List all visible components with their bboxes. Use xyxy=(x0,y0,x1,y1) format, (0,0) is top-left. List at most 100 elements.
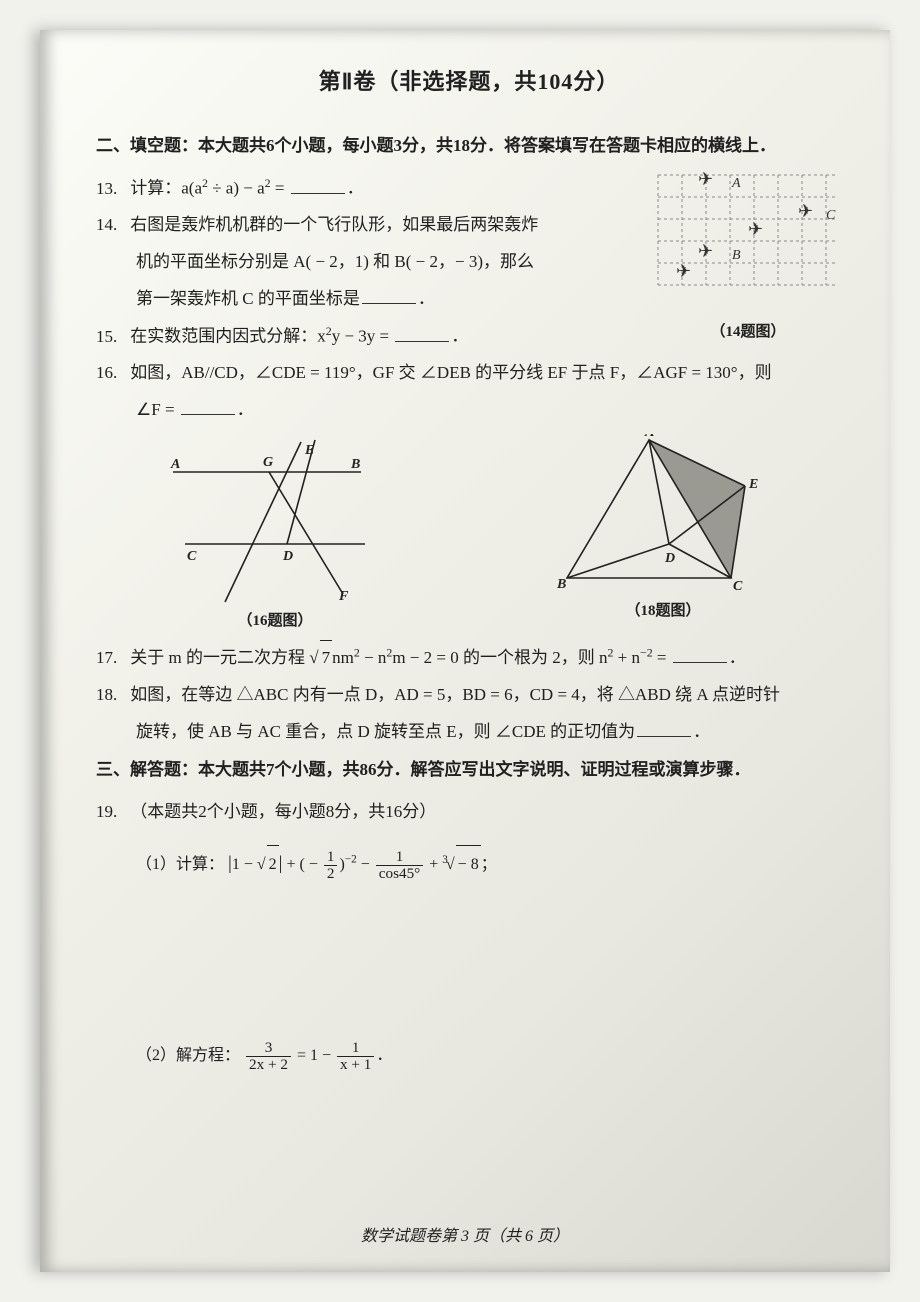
q18-l1: 如图，在等边 △ABC 内有一点 D，AD = 5，BD = 6，CD = 4，… xyxy=(130,685,780,704)
q19-intro: （本题共2个小题，每小题8分，共16分） xyxy=(130,802,436,821)
section3-heading: 三、解答题：本大题共7个小题，共86分．解答应写出文字说明、证明过程或演算步骤． xyxy=(96,756,842,785)
q19-num: 19. xyxy=(96,795,126,830)
q17-b: − n xyxy=(360,648,387,667)
svg-text:G: G xyxy=(263,455,273,470)
q16-blank xyxy=(181,398,235,415)
p2d1: 2x + 2 xyxy=(246,1057,291,1073)
q17-num: 17. xyxy=(96,641,126,676)
p2n1: 3 xyxy=(246,1040,291,1057)
q16-l2b: ． xyxy=(237,400,254,419)
svg-text:B: B xyxy=(350,457,360,472)
q15-num: 15. xyxy=(96,320,126,355)
q15-c: ． xyxy=(451,327,468,346)
exam-page: 第Ⅱ卷（非选择题，共104分） 二、填空题：本大题共6个小题，每小题3分，共18… xyxy=(40,30,890,1272)
svg-text:E: E xyxy=(304,443,314,458)
q14-blank xyxy=(362,287,416,304)
frac-half: 12 xyxy=(324,849,338,882)
section2-heading: 二、填空题：本大题共6个小题，每小题3分，共18分．将答案填写在答题卡相应的横线… xyxy=(96,132,842,161)
fn: 1 xyxy=(324,849,338,866)
p2n2: 1 xyxy=(337,1040,374,1057)
q16-svg: A G B C D E F xyxy=(165,434,385,604)
q17-a2: nm xyxy=(332,648,354,667)
svg-text:A: A xyxy=(170,457,180,472)
q18-l2a: 旋转，使 AB 与 AC 重合，点 D 旋转至点 E，则 ∠CDE 的正切值为 xyxy=(136,722,635,741)
fd: 2 xyxy=(324,866,338,882)
sqrt-icon: √ xyxy=(309,641,318,676)
svg-text:C: C xyxy=(187,549,197,564)
q13-d: ． xyxy=(347,179,364,198)
q18-l2: 旋转，使 AB 与 AC 重合，点 D 旋转至点 E，则 ∠CDE 的正切值为 ． xyxy=(96,715,842,750)
q18-svg: ABC DE xyxy=(553,434,773,594)
q17-d: + n xyxy=(613,648,640,667)
q14-l3: 第一架轰炸机 C 的平面坐标是 ． xyxy=(96,282,842,317)
svg-text:D: D xyxy=(282,549,293,564)
sqrt-icon: √ xyxy=(257,846,266,884)
q13-a: 计算：a(a xyxy=(130,179,202,198)
q15-a: 在实数范围内因式分解：x xyxy=(130,327,326,346)
q19-p2: （2）解方程： 32x + 2 = 1 − 1x + 1． xyxy=(96,1037,842,1075)
frac-p2b: 1x + 1 xyxy=(337,1040,374,1073)
q17-f: ． xyxy=(729,648,746,667)
q18-l2b: ． xyxy=(693,722,710,741)
p1-plus1: + ( − xyxy=(283,856,322,873)
q16-l2a: ∠F = xyxy=(136,400,179,419)
q13-num: 13. xyxy=(96,172,126,207)
frac-cos: 1cos45° xyxy=(376,849,424,882)
q18-caption: （18题图） xyxy=(553,599,773,620)
q17-s4: −2 xyxy=(640,645,653,659)
q17: 17. 关于 m 的一元二次方程 √7nm2 − n2m − 2 = 0 的一个… xyxy=(96,640,842,676)
q18-figure: ABC DE （18题图） xyxy=(553,434,773,630)
q16-l1: 如图，AB//CD，∠CDE = 119°，GF 交 ∠DEB 的平分线 EF … xyxy=(130,363,771,382)
q19-p1: （1）计算： |1 − √2| + ( − 12)−2 − 1cos45° + … xyxy=(96,841,842,887)
q18-blank xyxy=(637,720,691,737)
fig-row: A G B C D E F （16题图） A xyxy=(96,434,842,630)
q14-l1: 右图是轰炸机机群的一个飞行队形，如果最后两架轰炸 xyxy=(130,215,538,234)
fn2: 1 xyxy=(376,849,424,866)
page-footer: 数学试题卷第 3 页（共 6 页） xyxy=(40,1222,890,1246)
q17-a: 关于 m 的一元二次方程 xyxy=(130,648,309,667)
p1-semi: ； xyxy=(481,856,497,873)
q17-sqrt: 7 xyxy=(320,640,333,676)
svg-text:C: C xyxy=(733,579,743,594)
q19-p1-label: （1）计算： xyxy=(136,856,224,873)
frac-p2a: 32x + 2 xyxy=(246,1040,291,1073)
q19: 19. （本题共2个小题，每小题8分，共16分） xyxy=(96,795,842,830)
q15-blank xyxy=(395,325,449,342)
p2-eq: = 1 − xyxy=(293,1047,335,1064)
svg-text:D: D xyxy=(664,551,675,566)
q13-blank xyxy=(291,177,345,194)
q14-l3a: 第一架轰炸机 C 的平面坐标是 xyxy=(136,289,360,308)
cbrt-icon: √ xyxy=(446,846,455,884)
svg-text:B: B xyxy=(556,577,566,592)
q19-p2-label: （2）解方程： xyxy=(136,1047,240,1064)
q16-num: 16. xyxy=(96,356,126,391)
q17-e: = xyxy=(653,648,671,667)
q16-figure: A G B C D E F （16题图） xyxy=(165,434,385,630)
q16: 16. 如图，AB//CD，∠CDE = 119°，GF 交 ∠DEB 的平分线… xyxy=(96,356,842,391)
q15: 15. 在实数范围内因式分解：x2y − 3y = ． xyxy=(96,319,842,355)
page-title: 第Ⅱ卷（非选择题，共104分） xyxy=(96,64,842,96)
q14: 14. 右图是轰炸机机群的一个飞行队形，如果最后两架轰炸 xyxy=(96,208,842,243)
q16-caption: （16题图） xyxy=(165,609,385,630)
fd2: cos45° xyxy=(376,866,424,882)
q16-l2: ∠F = ． xyxy=(96,393,842,428)
p2-dot: ． xyxy=(376,1047,392,1064)
abs-sqrt: 2 xyxy=(267,845,279,884)
svg-text:F: F xyxy=(338,589,349,604)
q18: 18. 如图，在等边 △ABC 内有一点 D，AD = 5，BD = 6，CD … xyxy=(96,678,842,713)
cube-in: − 8 xyxy=(456,845,481,884)
q14-num: 14. xyxy=(96,208,126,243)
q17-c: m − 2 = 0 的一个根为 2，则 n xyxy=(392,648,607,667)
p1-supexp: −2 xyxy=(345,854,357,866)
svg-text:A: A xyxy=(644,434,654,440)
q13: 13. 计算：a(a2 ÷ a) − a2 = ． xyxy=(96,171,842,207)
q13-b: ÷ a) − a xyxy=(208,179,265,198)
q14-l3b: ． xyxy=(418,289,435,308)
q18-num: 18. xyxy=(96,678,126,713)
p1-plus2: + xyxy=(425,856,442,873)
q17-blank xyxy=(673,646,727,663)
abs-a: 1 − xyxy=(232,856,257,873)
p1-minus: − xyxy=(357,856,374,873)
p2d2: x + 1 xyxy=(337,1057,374,1073)
q15-b: y − 3y = xyxy=(332,327,394,346)
